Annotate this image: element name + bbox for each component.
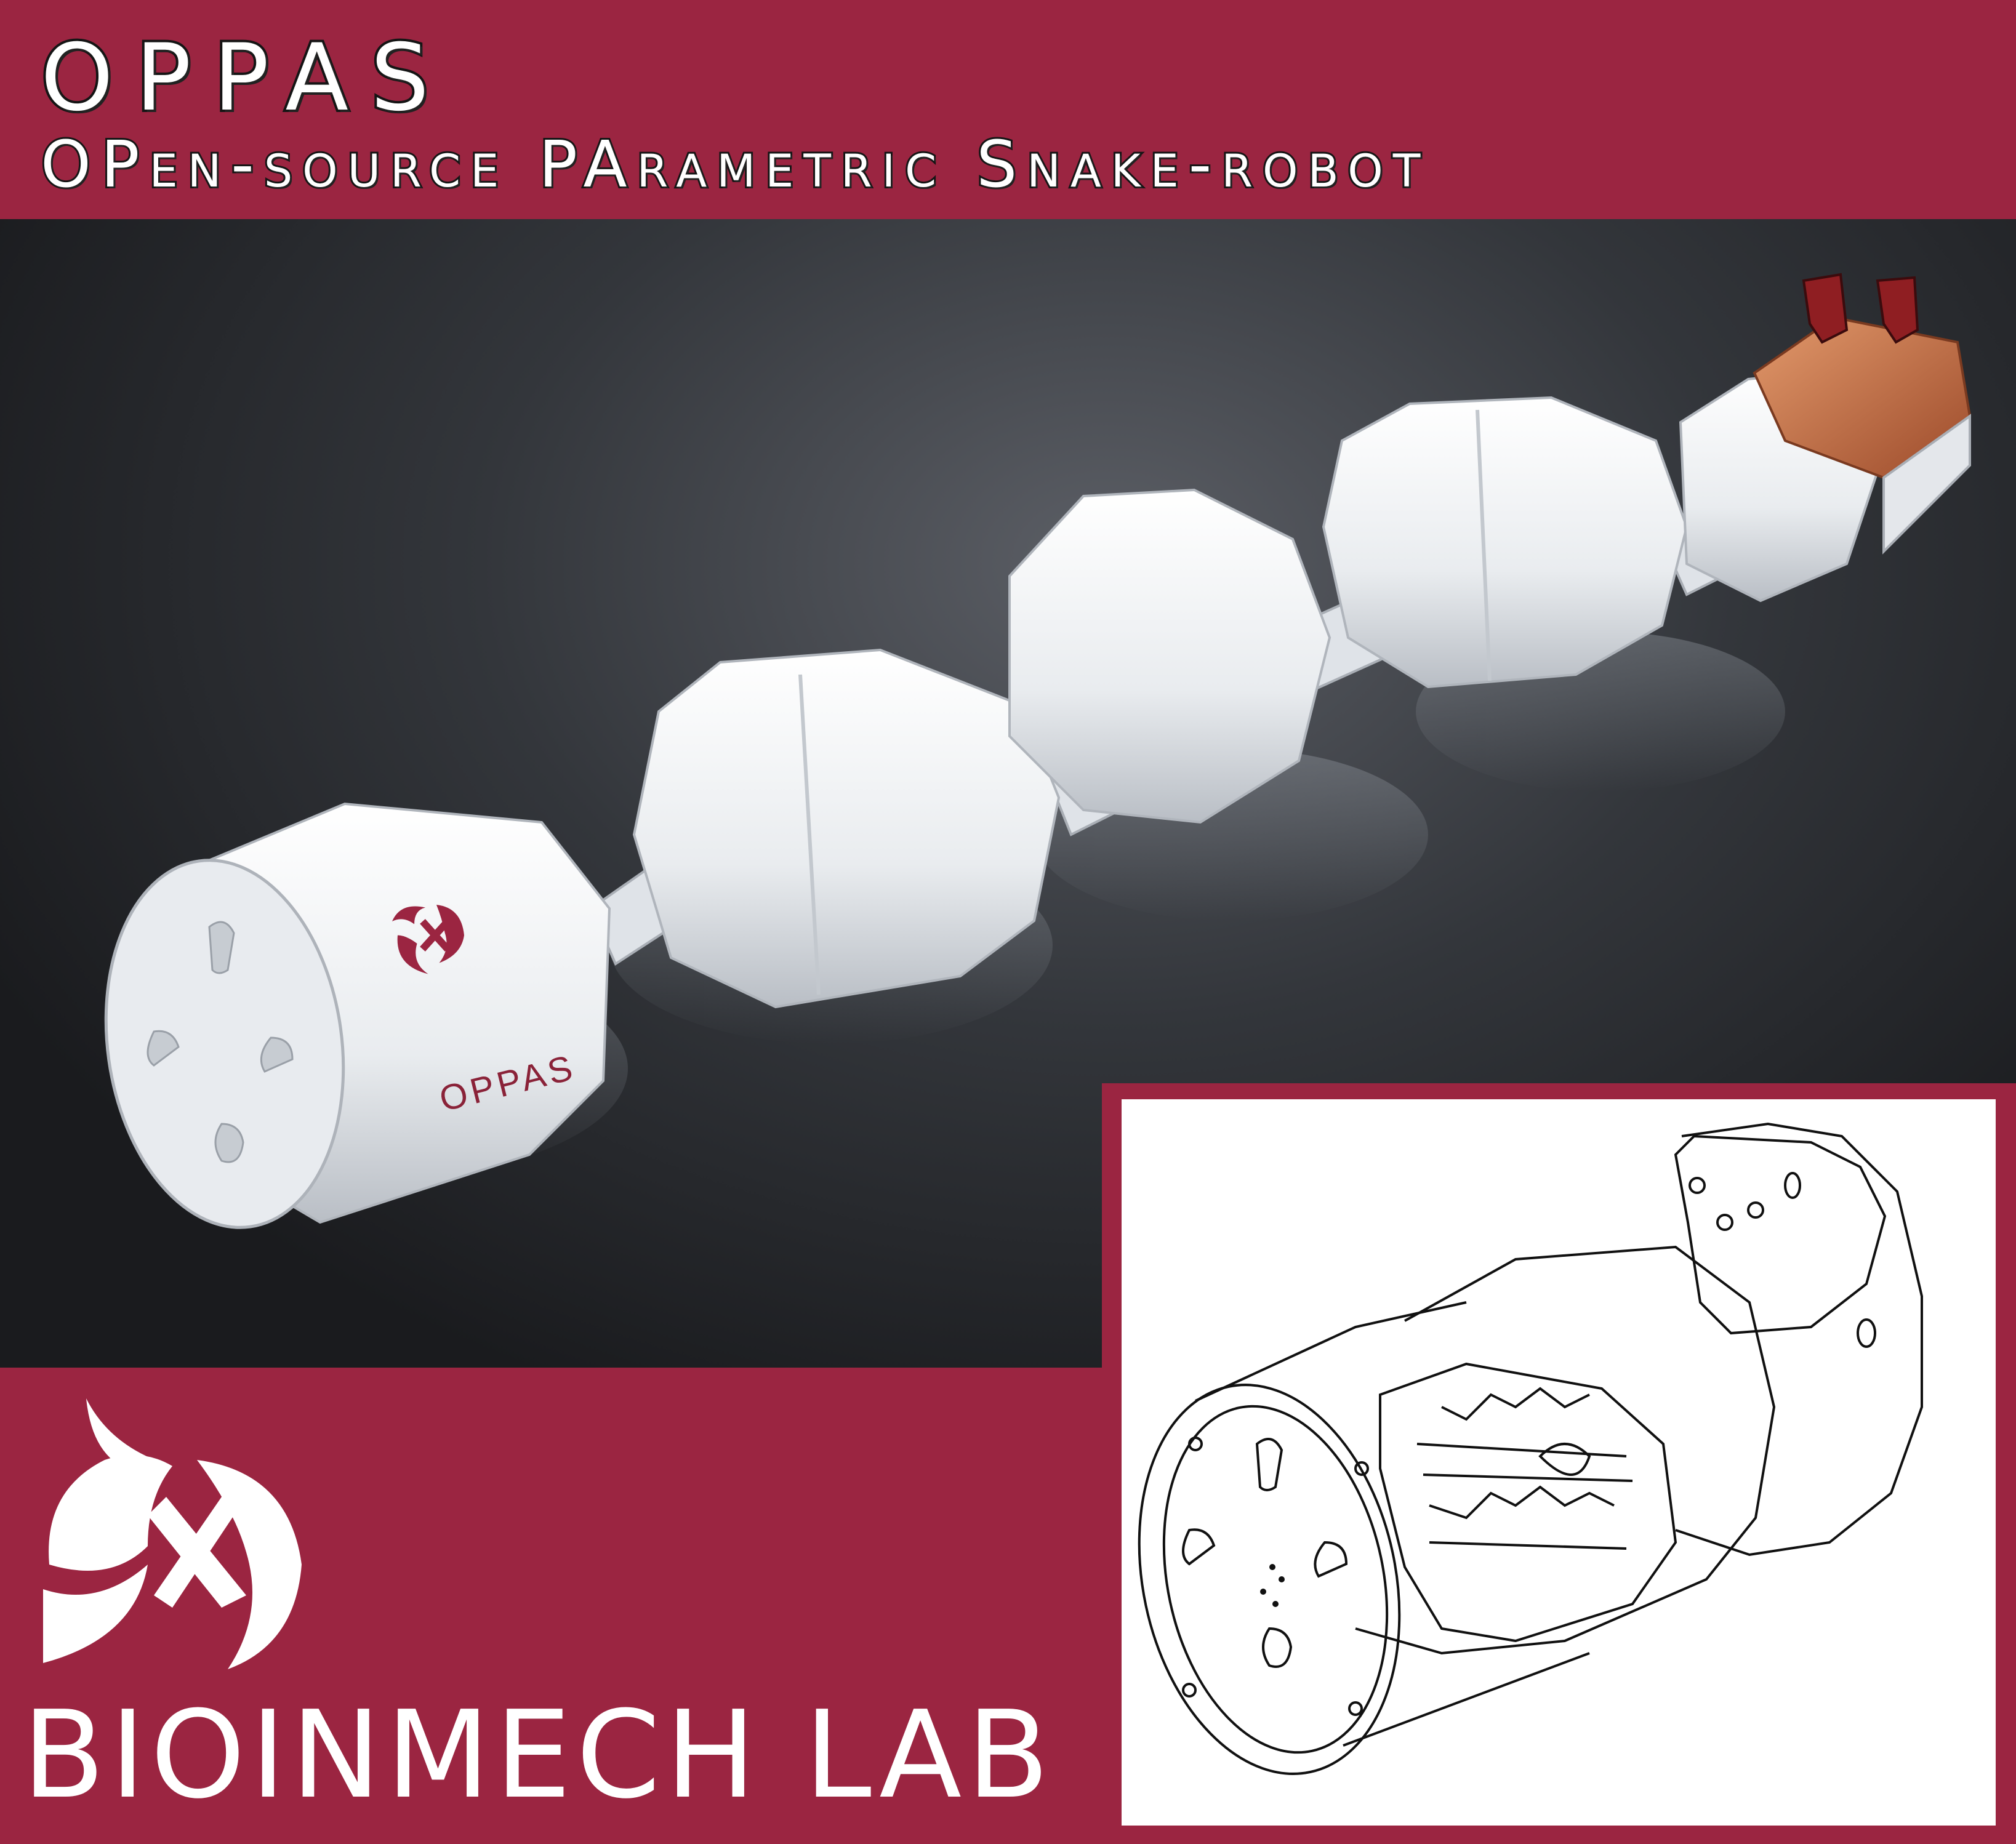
module-4 — [1322, 396, 1689, 689]
header-banner: OPPAS OPen-source PArametric Snake-robot — [0, 0, 2016, 219]
robot-render: OPPAS — [0, 219, 2016, 1368]
technical-drawing — [1122, 1099, 1996, 1826]
module-1: OPPAS — [104, 802, 611, 1229]
page-title: OPPAS — [38, 22, 452, 134]
lab-panel — [0, 1368, 1102, 1844]
module-3 — [1008, 488, 1331, 824]
gripper-tips — [1802, 273, 1919, 344]
face-plate — [104, 859, 345, 1229]
lab-name: BIOINMECH LAB — [22, 1685, 1054, 1826]
module-line-drawing — [1138, 1122, 1923, 1775]
snake-robot-illustration: OPPAS — [104, 273, 1972, 1229]
page-subtitle: OPen-source PArametric Snake-robot — [39, 125, 1431, 204]
head-module — [1679, 273, 1972, 603]
module-2 — [632, 648, 1061, 1009]
module-logo-decal — [392, 905, 464, 974]
bioinmech-logo-icon — [25, 1374, 314, 1669]
